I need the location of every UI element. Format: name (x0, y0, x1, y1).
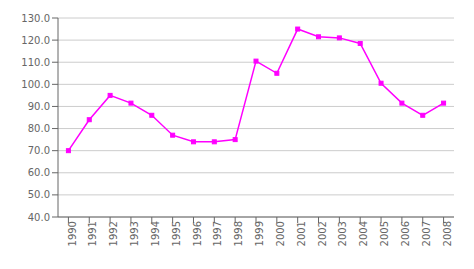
svg-text:2007: 2007 (421, 221, 432, 246)
svg-text:100.0: 100.0 (21, 79, 50, 90)
svg-text:50.0: 50.0 (28, 189, 50, 200)
svg-text:1990: 1990 (67, 221, 78, 246)
svg-text:1992: 1992 (108, 221, 119, 246)
svg-text:110.0: 110.0 (21, 57, 50, 68)
svg-text:70.0: 70.0 (28, 145, 50, 156)
svg-text:60.0: 60.0 (28, 167, 50, 178)
svg-text:1995: 1995 (171, 221, 182, 246)
svg-text:2005: 2005 (379, 221, 390, 246)
svg-text:1991: 1991 (87, 221, 98, 246)
svg-text:1994: 1994 (150, 221, 161, 246)
svg-text:2001: 2001 (296, 221, 307, 246)
svg-text:90.0: 90.0 (28, 101, 50, 112)
svg-text:1993: 1993 (129, 221, 140, 246)
svg-text:80.0: 80.0 (28, 123, 50, 134)
svg-text:2000: 2000 (275, 221, 286, 246)
svg-text:2006: 2006 (400, 221, 411, 246)
svg-text:1998: 1998 (233, 221, 244, 246)
svg-text:120.0: 120.0 (21, 35, 50, 46)
svg-text:40.0: 40.0 (28, 212, 50, 223)
svg-text:2002: 2002 (317, 221, 328, 246)
svg-text:2003: 2003 (337, 221, 348, 246)
svg-text:1997: 1997 (212, 221, 223, 246)
svg-text:2004: 2004 (358, 221, 369, 246)
svg-text:130.0: 130.0 (21, 13, 50, 24)
svg-text:2008: 2008 (442, 221, 453, 246)
svg-text:1999: 1999 (254, 221, 265, 246)
svg-text:1996: 1996 (192, 221, 203, 246)
